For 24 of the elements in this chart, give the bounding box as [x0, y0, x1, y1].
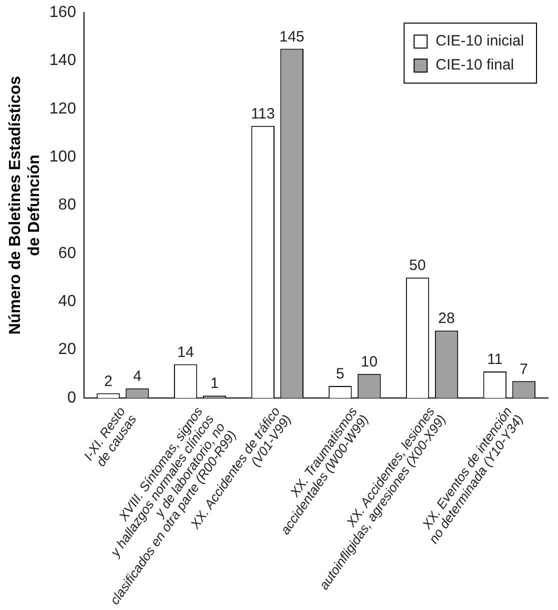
data-label: 7 — [520, 360, 528, 378]
data-label: 14 — [177, 344, 194, 361]
data-label: 10 — [360, 354, 378, 371]
data-label: 1 — [210, 375, 219, 392]
legend-label: CIE-10 inicial — [436, 32, 524, 50]
legend-label: CIE-10 final — [436, 56, 514, 74]
data-label: 28 — [438, 310, 455, 328]
y-tick-label: 80 — [58, 196, 76, 214]
data-label: 11 — [487, 351, 503, 368]
y-tick-label: 40 — [58, 293, 76, 310]
y-tick-label: 140 — [49, 52, 76, 70]
data-label: 2 — [104, 372, 112, 390]
data-label: 145 — [279, 28, 304, 46]
y-tick-label: 120 — [49, 100, 76, 118]
y-tick-label: 0 — [67, 389, 76, 406]
y-tick-label: 100 — [49, 148, 76, 166]
y-tick-label: 160 — [49, 4, 76, 22]
y-tick-label: 20 — [58, 341, 76, 358]
y-axis-title: Número de Boletines Estadísticos de Defunción — [7, 76, 44, 335]
data-label: 50 — [409, 257, 426, 274]
data-label: 4 — [133, 368, 142, 386]
data-label: 5 — [336, 366, 344, 383]
data-label: 113 — [250, 105, 275, 122]
y-tick-label: 60 — [58, 244, 76, 262]
